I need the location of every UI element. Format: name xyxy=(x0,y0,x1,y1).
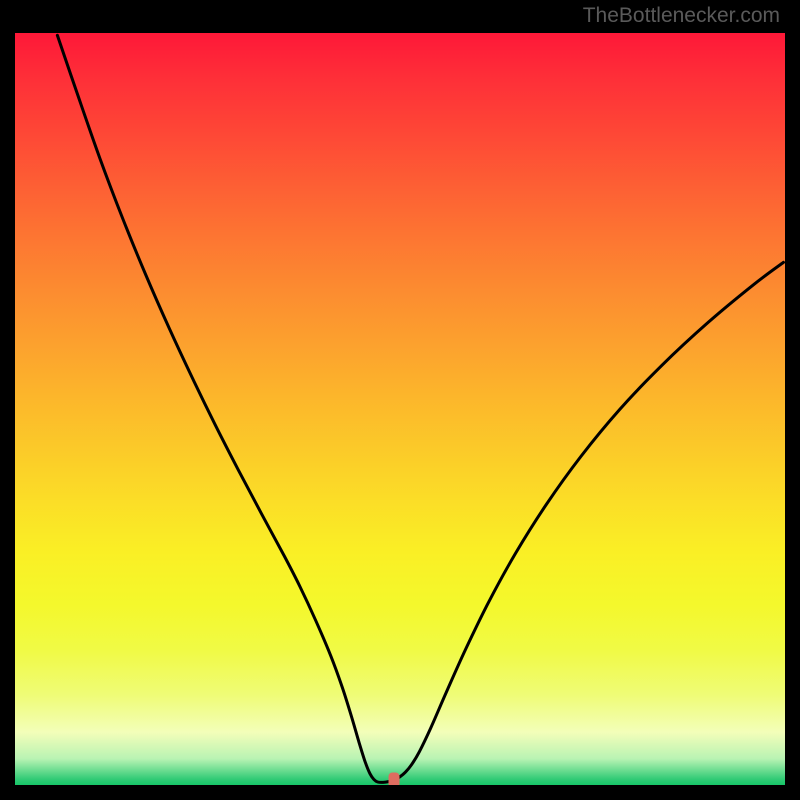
bottleneck-curve xyxy=(15,33,785,785)
watermark-text: TheBottlenecker.com xyxy=(583,4,780,28)
chart-frame xyxy=(15,33,785,785)
optimal-point-marker xyxy=(388,773,399,785)
chart-plot-area xyxy=(15,33,785,785)
bottleneck-curve-path xyxy=(57,35,783,782)
